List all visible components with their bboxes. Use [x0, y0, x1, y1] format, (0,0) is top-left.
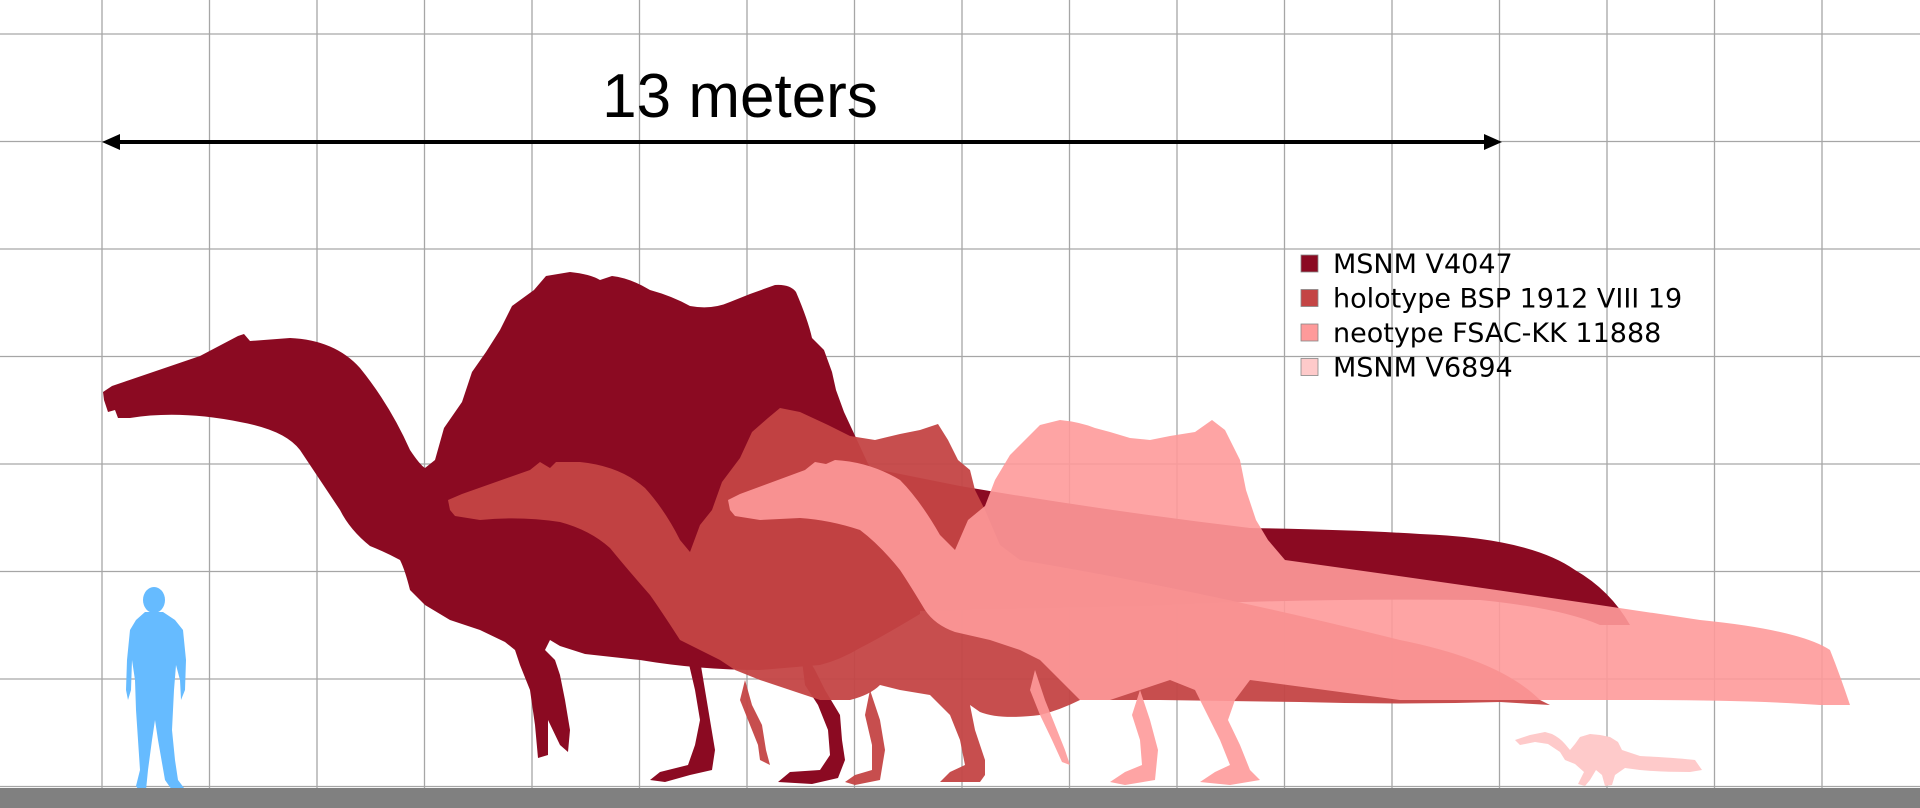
legend-label: MSNM V6894: [1333, 353, 1513, 384]
legend-label: neotype FSAC-KK 11888: [1333, 318, 1661, 349]
silhouette-neotype-fsac-kk-11888: [728, 420, 1850, 785]
legend-label: MSNM V4047: [1333, 249, 1513, 280]
legend-swatch: [1300, 289, 1319, 307]
legend-item: MSNM V4047: [1300, 249, 1513, 280]
scale-arrow-left-head: [102, 134, 120, 150]
legend-swatch: [1300, 358, 1319, 376]
legend-item: neotype FSAC-KK 11888: [1300, 318, 1661, 349]
legend-item: holotype BSP 1912 VIII 19: [1300, 284, 1682, 315]
scale-arrow-right-head: [1484, 134, 1502, 150]
legend-swatch: [1300, 254, 1319, 273]
legend-swatch: [1300, 323, 1319, 342]
silhouette-msnm-v6894: [1515, 732, 1702, 786]
legend-label: holotype BSP 1912 VIII 19: [1333, 284, 1682, 315]
scale-bar: 13 meters: [102, 62, 1502, 150]
legend: MSNM V4047 holotype BSP 1912 VIII 19neoty…: [1300, 249, 1682, 384]
ground-bar: [0, 788, 1920, 808]
human-scale-figure: [126, 587, 186, 792]
scale-label: 13 meters: [602, 62, 878, 131]
legend-item: MSNM V6894: [1300, 353, 1513, 384]
